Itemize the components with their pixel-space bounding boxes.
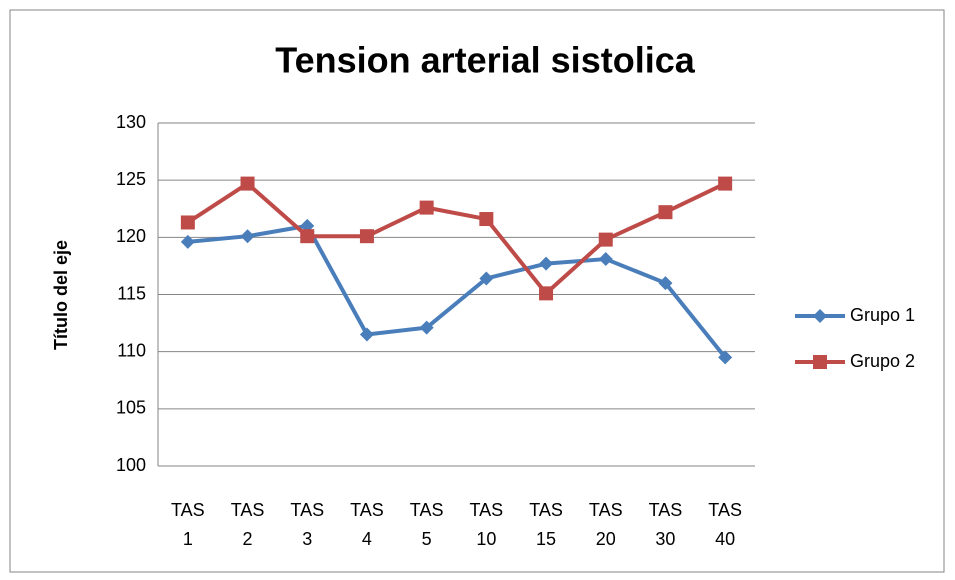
- data-point: [598, 252, 613, 267]
- legend-label: Grupo 1: [850, 305, 915, 325]
- x-tick-label: TAS 15: [529, 500, 563, 549]
- y-tick-label: 100: [116, 455, 146, 475]
- legend-marker: [813, 355, 827, 369]
- data-point: [180, 234, 195, 249]
- data-point: [359, 327, 374, 342]
- data-point: [658, 276, 673, 291]
- x-tick-label: TAS 30: [648, 500, 683, 549]
- data-point: [479, 271, 494, 286]
- data-point: [658, 205, 673, 220]
- y-tick-label: 130: [116, 112, 146, 132]
- data-point: [479, 212, 494, 227]
- y-tick-label: 110: [117, 340, 146, 360]
- x-tick-label: TAS 4: [350, 500, 384, 549]
- data-point: [359, 229, 374, 244]
- series-line: [187, 223, 727, 359]
- data-point: [539, 286, 554, 301]
- x-tick-label: TAS 20: [588, 500, 623, 549]
- x-tick-label: TAS 10: [469, 500, 504, 549]
- y-tick-label: 105: [116, 398, 146, 418]
- y-axis-title: Título del eje: [51, 240, 71, 350]
- data-point: [180, 215, 195, 230]
- x-tick-label: TAS 5: [409, 500, 444, 549]
- data-point: [718, 350, 733, 365]
- series-line: [186, 181, 727, 296]
- data-point: [419, 200, 434, 215]
- y-tick-label: 125: [116, 169, 146, 189]
- x-tick-label: TAS 2: [230, 500, 265, 549]
- legend-marker: [813, 309, 827, 323]
- y-tick-label: 115: [117, 283, 146, 303]
- data-point: [240, 229, 255, 244]
- x-tick-label: TAS 3: [290, 500, 325, 549]
- data-point: [598, 232, 613, 247]
- data-point: [419, 320, 434, 335]
- data-point: [240, 176, 255, 191]
- x-tick-label: TAS 40: [708, 500, 742, 549]
- chart-border: [9, 9, 945, 573]
- chart-title: Tension arterial sistolica: [275, 40, 695, 81]
- data-point: [718, 176, 733, 191]
- x-tick-label: TAS 1: [171, 500, 205, 549]
- data-point: [300, 229, 315, 244]
- y-tick-label: 120: [116, 226, 146, 246]
- legend-label: Grupo 2: [850, 351, 915, 371]
- data-point: [539, 256, 554, 271]
